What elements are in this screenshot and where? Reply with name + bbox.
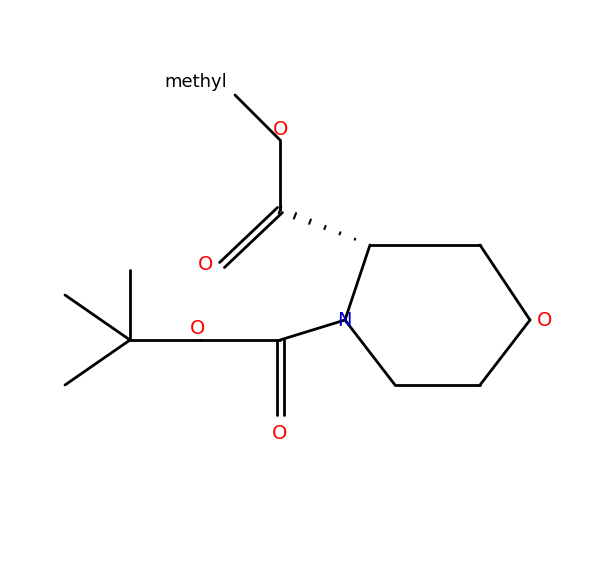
Text: O: O: [190, 319, 206, 338]
Text: N: N: [337, 310, 351, 329]
Text: O: O: [198, 256, 213, 274]
Text: O: O: [272, 424, 288, 443]
Text: O: O: [274, 120, 289, 139]
Text: methyl: methyl: [164, 73, 227, 91]
Text: O: O: [537, 310, 553, 329]
